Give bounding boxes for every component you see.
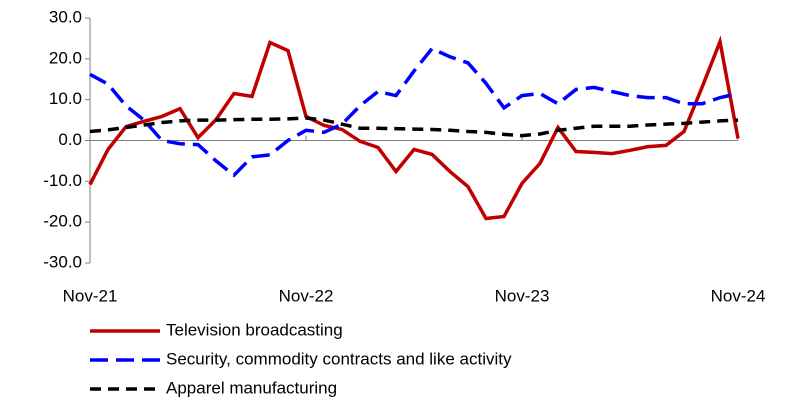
y-tick-label: 10.0 [49, 89, 82, 108]
legend-label: Television broadcasting [166, 320, 343, 339]
series-line [88, 35, 740, 221]
y-tick-label: 20.0 [49, 48, 82, 67]
x-tick-label: Nov-21 [63, 286, 118, 305]
legend-label: Apparel manufacturing [166, 378, 337, 397]
y-tick-label: -10.0 [43, 171, 82, 190]
x-tick-label: Nov-24 [711, 286, 766, 305]
series-line [89, 46, 739, 178]
y-tick-label: -30.0 [43, 252, 82, 271]
legend-label: Security, commodity contracts and like a… [166, 349, 512, 368]
y-tick-label: 30.0 [49, 7, 82, 26]
y-tick-label: -20.0 [43, 212, 82, 231]
x-tick-label: Nov-23 [495, 286, 550, 305]
x-tick-label: Nov-22 [279, 286, 334, 305]
y-tick-label: 0.0 [58, 130, 82, 149]
series-line [89, 116, 739, 138]
